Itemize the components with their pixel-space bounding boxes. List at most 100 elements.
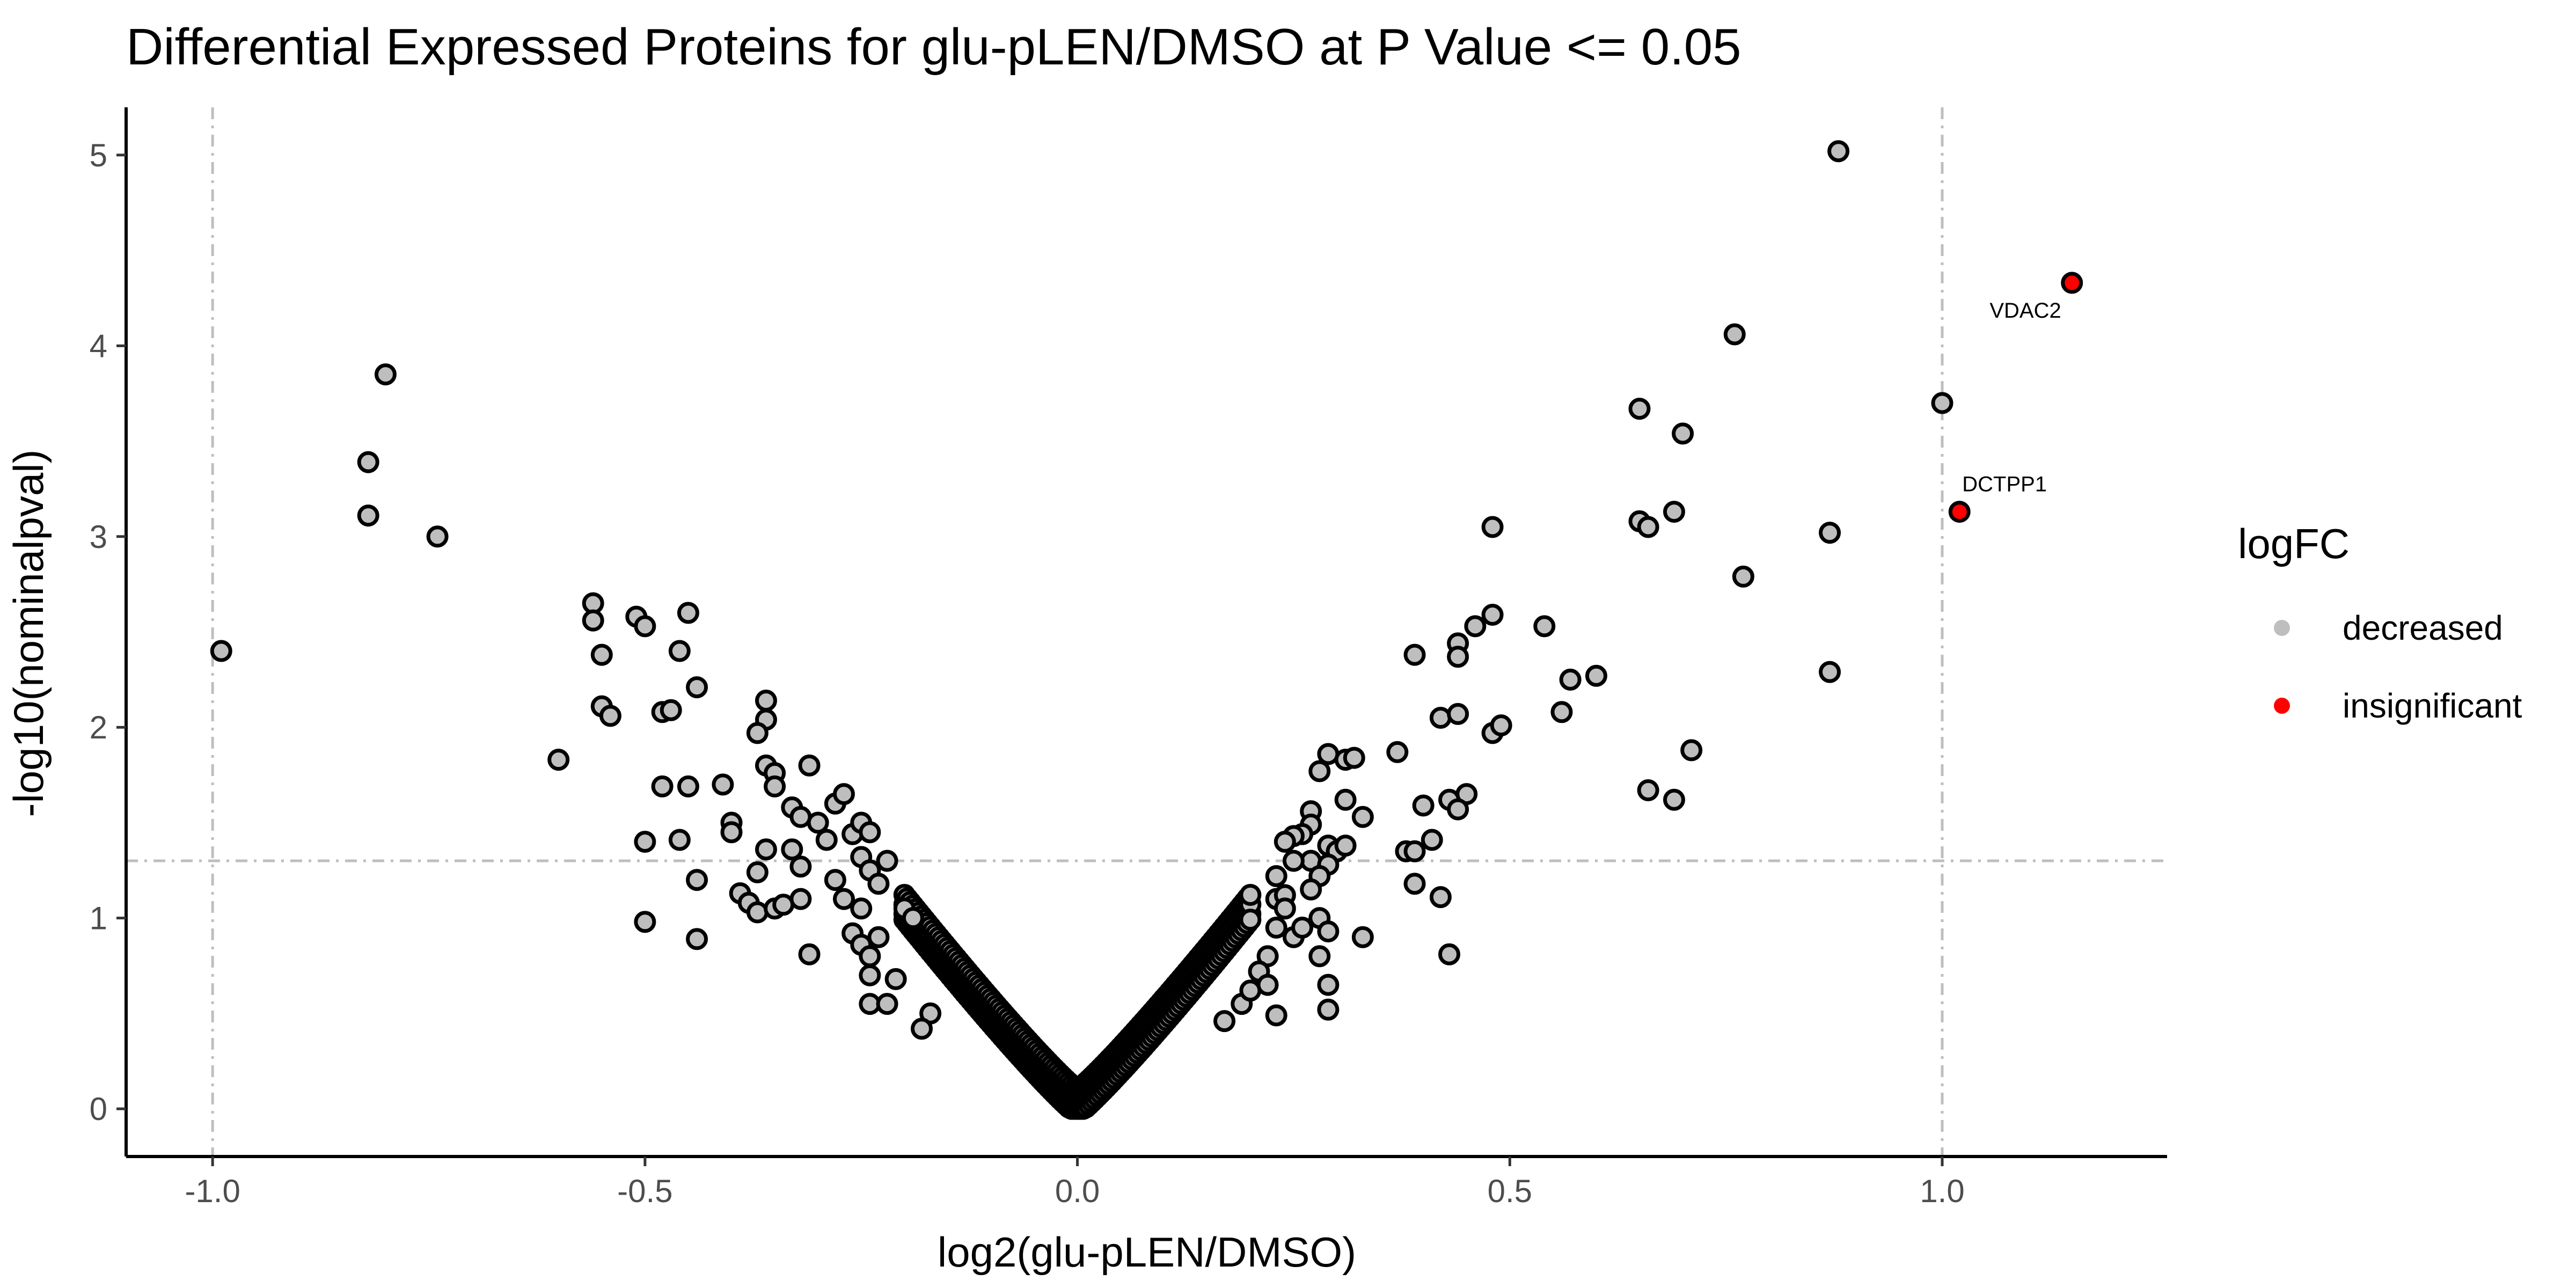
data-point: [824, 869, 846, 891]
data-point: [1585, 664, 1607, 687]
x-tick-label: 0.5: [1488, 1173, 1532, 1209]
data-point: [1550, 701, 1573, 723]
data-point: [590, 643, 613, 666]
data-point: [1317, 920, 1340, 943]
data-point: [1637, 779, 1659, 802]
data-point: [1282, 850, 1305, 872]
data-point: [1239, 883, 1262, 906]
data-point: [1723, 323, 1746, 346]
data-point: [668, 640, 691, 662]
x-ticks: -1.0 -0.5 0.0 0.5 1.0: [185, 1157, 1965, 1209]
data-point: [1317, 998, 1340, 1021]
data-points: [210, 140, 2083, 1040]
data-point: [884, 968, 907, 990]
y-tick-label: 5: [90, 137, 107, 173]
data-point: [1351, 926, 1374, 948]
data-point: [789, 855, 812, 878]
data-point: [867, 926, 890, 948]
data-point: [1447, 646, 1469, 668]
point-label-vdac2: VDAC2: [1989, 299, 2061, 323]
x-tick-label: -0.5: [617, 1173, 672, 1209]
data-point: [651, 775, 674, 797]
data-point: [755, 838, 777, 861]
data-point: [1464, 615, 1487, 638]
data-point: [1265, 1004, 1287, 1027]
y-tick-label: 2: [90, 709, 107, 745]
data-point: [1429, 706, 1452, 729]
data-point: [850, 897, 873, 920]
data-point: [686, 928, 708, 950]
data-point: [1819, 522, 1841, 544]
data-point: [1239, 909, 1262, 931]
data-point: [746, 722, 769, 744]
data-point: [911, 1018, 933, 1040]
legend-key-decreased: [2274, 620, 2290, 636]
data-point: [764, 775, 786, 797]
data-point: [1429, 886, 1452, 909]
point-annotations: VDAC2 DCTPP1: [1962, 299, 2061, 496]
data-point: [1447, 798, 1469, 821]
data-point: [781, 838, 803, 861]
y-tick-label: 3: [90, 519, 107, 555]
data-point: [1403, 643, 1426, 666]
data-point: [1213, 1010, 1236, 1033]
data-point: [867, 873, 890, 895]
data-point: [1732, 565, 1754, 588]
data-point: [1412, 794, 1435, 817]
y-tick-label: 4: [90, 328, 107, 364]
data-point: [660, 699, 682, 721]
plot-area: VDAC2 DCTPP1: [126, 107, 2167, 1157]
data-point: [815, 829, 838, 851]
data-point: [210, 640, 232, 662]
data-point: [1447, 702, 1469, 725]
data-point: [668, 829, 691, 851]
threshold-lines: [126, 107, 2167, 1157]
legend: logFC decreased insignificant: [2238, 520, 2522, 725]
data-point: [755, 689, 777, 712]
data-point: [634, 615, 656, 638]
data-point: [1481, 516, 1504, 538]
legend-title: logFC: [2238, 520, 2350, 567]
data-point: [634, 831, 656, 853]
x-tick-label: 0.0: [1055, 1173, 1100, 1209]
data-point: [1239, 979, 1262, 1002]
chart-title: Differential Expressed Proteins for glu-…: [126, 18, 1741, 76]
data-point: [720, 821, 743, 844]
data-point: [1559, 668, 1582, 691]
data-point: [1403, 873, 1426, 895]
data-point: [1274, 831, 1296, 853]
data-point: [634, 911, 656, 933]
legend-label-decreased: decreased: [2343, 609, 2503, 647]
data-point: [357, 451, 379, 473]
data-point: [1351, 806, 1374, 828]
data-point: [1308, 945, 1331, 968]
data-point: [807, 811, 829, 834]
data-point: [798, 943, 821, 965]
data-point: [1291, 916, 1314, 939]
data-point: [712, 773, 734, 796]
data-point: [746, 861, 769, 883]
y-axis-label: -log10(nominalpval): [5, 449, 52, 817]
data-point: [1533, 615, 1556, 638]
data-point: [859, 945, 881, 968]
data-point: [798, 754, 821, 777]
data-point: [859, 964, 881, 986]
data-point: [1827, 140, 1850, 163]
data-point: [1317, 974, 1340, 996]
x-tick-label: -1.0: [185, 1173, 240, 1209]
data-point: [686, 869, 708, 891]
data-point: [832, 783, 855, 806]
data-point: [1334, 835, 1357, 857]
data-point: [547, 749, 570, 771]
y-ticks: 0 1 2 3 4 5: [90, 137, 126, 1127]
data-point: [677, 775, 699, 797]
data-point: [582, 609, 604, 632]
data-point: [1948, 501, 1971, 523]
y-tick-label: 0: [90, 1091, 107, 1127]
data-point: [1308, 760, 1331, 782]
data-point: [1403, 840, 1426, 862]
data-point: [789, 888, 812, 910]
data-point: [746, 901, 769, 924]
x-axis-label: log2(glu-pLEN/DMSO): [938, 1228, 1356, 1276]
data-point: [1300, 878, 1322, 901]
